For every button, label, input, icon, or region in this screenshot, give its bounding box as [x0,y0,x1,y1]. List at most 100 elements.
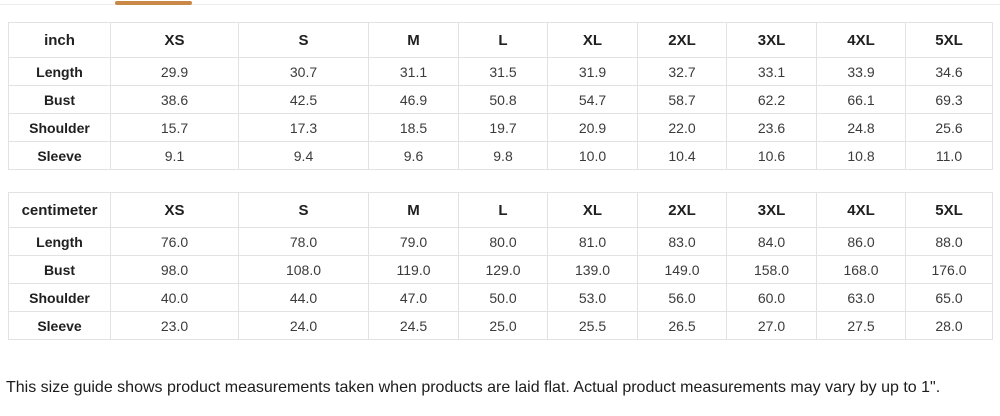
size-header-cell: 3XL [726,22,817,58]
measurement-value-cell: 29.9 [110,57,239,86]
size-header-cell: 5XL [905,192,993,228]
header-row: inch XS S M L XL 2XL 3XL 4XL 5XL [8,22,993,58]
size-header-cell: XL [547,22,638,58]
measurement-value-cell: 32.7 [637,57,727,86]
measurement-value-cell: 42.5 [238,85,369,114]
measurement-value-cell: 47.0 [368,283,459,312]
measurement-value-cell: 168.0 [816,255,906,284]
measurement-value-cell: 54.7 [547,85,638,114]
measurement-value-cell: 79.0 [368,227,459,256]
measurement-value-cell: 31.1 [368,57,459,86]
measurement-value-cell: 9.6 [368,141,459,170]
tab-bar [0,0,1000,5]
measurement-value-cell: 69.3 [905,85,993,114]
table-row: Bust 38.6 42.5 46.9 50.8 54.7 58.7 62.2 66.1 69.3 [8,85,993,114]
active-tab-indicator[interactable] [115,1,192,5]
measurement-value-cell: 80.0 [458,227,548,256]
measurement-value-cell: 129.0 [458,255,548,284]
table-row: Sleeve 23.0 24.0 24.5 25.0 25.5 26.5 27.0 27.5 28… [8,311,993,340]
table-row: Length 29.9 30.7 31.1 31.5 31.9 32.7 33.1 33.9 34… [8,57,993,86]
measurement-value-cell: 10.0 [547,141,638,170]
measurement-value-cell: 53.0 [547,283,638,312]
measurement-value-cell: 60.0 [726,283,817,312]
measurement-label-cell: Sleeve [8,141,111,170]
measurement-value-cell: 81.0 [547,227,638,256]
measurement-value-cell: 44.0 [238,283,369,312]
measurement-value-cell: 58.7 [637,85,727,114]
measurement-value-cell: 27.5 [816,311,906,340]
measurement-value-cell: 78.0 [238,227,369,256]
header-row: centimeter XS S M L XL 2XL 3XL 4XL 5XL [8,192,993,228]
measurement-value-cell: 20.9 [547,113,638,142]
measurement-value-cell: 34.6 [905,57,993,86]
measurement-value-cell: 18.5 [368,113,459,142]
measurement-value-cell: 33.9 [816,57,906,86]
size-header-cell: XS [110,22,239,58]
size-header-cell: 3XL [726,192,817,228]
measurement-value-cell: 22.0 [637,113,727,142]
measurement-value-cell: 139.0 [547,255,638,284]
measurement-value-cell: 27.0 [726,311,817,340]
size-header-cell: 4XL [816,192,906,228]
size-guide-panel: inch XS S M L XL 2XL 3XL 4XL 5XL Length 29.9 30.7 3… [0,22,1000,398]
measurement-value-cell: 11.0 [905,141,993,170]
measurement-value-cell: 17.3 [238,113,369,142]
size-header-cell: S [238,192,369,228]
measurement-value-cell: 10.4 [637,141,727,170]
measurement-value-cell: 62.2 [726,85,817,114]
measurement-value-cell: 40.0 [110,283,239,312]
measurement-value-cell: 86.0 [816,227,906,256]
measurement-label-cell: Shoulder [8,283,111,312]
size-header-cell: XS [110,192,239,228]
measurement-label-cell: Bust [8,255,111,284]
unit-header-cell: centimeter [8,192,111,228]
table-row: Shoulder 15.7 17.3 18.5 19.7 20.9 22.0 23.6 24.8… [8,113,993,142]
measurement-label-cell: Bust [8,85,111,114]
measurement-value-cell: 19.7 [458,113,548,142]
size-header-cell: 2XL [637,192,727,228]
size-table-centimeter: centimeter XS S M L XL 2XL 3XL 4XL 5XL Length 76.… [8,192,993,340]
measurement-value-cell: 33.1 [726,57,817,86]
measurement-value-cell: 26.5 [637,311,727,340]
measurement-value-cell: 24.8 [816,113,906,142]
size-header-cell: 2XL [637,22,727,58]
measurement-value-cell: 10.8 [816,141,906,170]
measurement-value-cell: 30.7 [238,57,369,86]
measurement-value-cell: 108.0 [238,255,369,284]
measurement-value-cell: 31.9 [547,57,638,86]
measurement-value-cell: 9.8 [458,141,548,170]
measurement-value-cell: 10.6 [726,141,817,170]
size-header-cell: M [368,22,459,58]
table-row: Bust 98.0 108.0 119.0 129.0 139.0 149.0 158.0 16… [8,255,993,284]
size-header-cell: M [368,192,459,228]
measurement-value-cell: 38.6 [110,85,239,114]
measurement-value-cell: 65.0 [905,283,993,312]
size-header-cell: XL [547,192,638,228]
measurement-value-cell: 9.4 [238,141,369,170]
measurement-label-cell: Length [8,227,111,256]
measurement-value-cell: 149.0 [637,255,727,284]
measurement-value-cell: 25.5 [547,311,638,340]
measurement-value-cell: 56.0 [637,283,727,312]
table-row: Length 76.0 78.0 79.0 80.0 81.0 83.0 84.0 86.0 88… [8,227,993,256]
size-table-inch: inch XS S M L XL 2XL 3XL 4XL 5XL Length 29.9 30.7 3… [8,22,993,170]
measurement-value-cell: 23.0 [110,311,239,340]
measurement-note: This size guide shows product measuremen… [6,379,941,396]
measurement-label-cell: Shoulder [8,113,111,142]
measurement-value-cell: 158.0 [726,255,817,284]
unit-header-cell: inch [8,22,111,58]
measurement-value-cell: 63.0 [816,283,906,312]
size-header-cell: L [458,192,548,228]
measurement-value-cell: 84.0 [726,227,817,256]
measurement-value-cell: 98.0 [110,255,239,284]
measurement-value-cell: 25.0 [458,311,548,340]
measurement-value-cell: 23.6 [726,113,817,142]
measurement-value-cell: 76.0 [110,227,239,256]
measurement-value-cell: 88.0 [905,227,993,256]
measurement-value-cell: 176.0 [905,255,993,284]
measurement-value-cell: 50.0 [458,283,548,312]
size-header-cell: 4XL [816,22,906,58]
size-header-cell: 5XL [905,22,993,58]
size-header-cell: L [458,22,548,58]
measurement-value-cell: 9.1 [110,141,239,170]
